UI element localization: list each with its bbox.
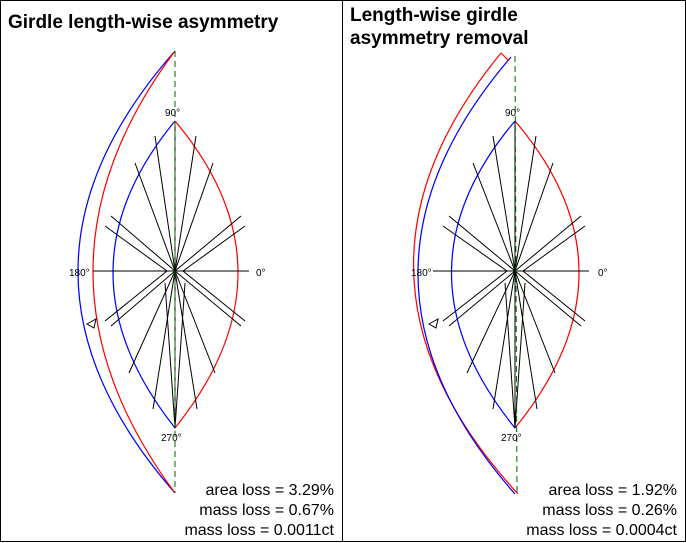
- panel-title: Length-wise girdle asymmetry removal: [350, 5, 529, 49]
- panel-asymmetry-removal: 90° 180° 0° 270° Length-wise girdle asym…: [342, 0, 686, 542]
- angle-label-270: 270°: [161, 433, 182, 444]
- mass-loss-carat: mass loss = 0.0011ct: [184, 522, 334, 539]
- angle-label-0: 0°: [256, 268, 266, 279]
- girdle-outer-blue: [77, 50, 176, 494]
- angle-label-0: 0°: [598, 268, 608, 279]
- angle-label-180: 180°: [69, 268, 90, 279]
- triangle-marker-icon: [85, 318, 97, 329]
- girdle-diagram: 90° 180° 0° 270°: [411, 52, 608, 495]
- mass-loss-percent: mass loss = 0.67%: [199, 502, 334, 519]
- panel-title: Girdle length-wise asymmetry: [8, 12, 279, 33]
- triangle-marker-icon: [427, 318, 439, 329]
- area-loss: area loss = 1.92%: [548, 482, 677, 499]
- girdle-outer-red: [413, 52, 519, 495]
- outline-right-red: [174, 120, 239, 429]
- facet-lines: [93, 121, 249, 429]
- outline-right-red: [514, 120, 580, 429]
- mass-loss-percent: mass loss = 0.26%: [542, 502, 677, 519]
- loss-stats: area loss = 1.92% mass loss = 0.26% mass…: [526, 481, 677, 541]
- outline-left-blue: [450, 120, 516, 429]
- area-loss: area loss = 3.29%: [205, 482, 334, 499]
- mass-loss-carat: mass loss = 0.0004ct: [526, 522, 677, 539]
- girdle-diagram: 90° 180° 0° 270°: [69, 50, 266, 494]
- outline-left-blue: [112, 120, 176, 429]
- facet-lines: [433, 121, 589, 429]
- angle-label-270: 270°: [501, 433, 522, 444]
- girdle-top-red: [500, 52, 510, 62]
- girdle-inner-blue: [417, 56, 516, 495]
- angle-label-90: 90°: [165, 108, 180, 119]
- angle-label-180: 180°: [411, 268, 432, 279]
- loss-stats: area loss = 3.29% mass loss = 0.67% mass…: [184, 481, 334, 541]
- angle-label-90: 90°: [505, 108, 520, 119]
- panel-girdle-asymmetry: 90° 180° 0° 270° Girdle length-wise asym…: [0, 0, 343, 542]
- vertical-axis: [514, 55, 518, 494]
- girdle-inner-red: [92, 50, 176, 494]
